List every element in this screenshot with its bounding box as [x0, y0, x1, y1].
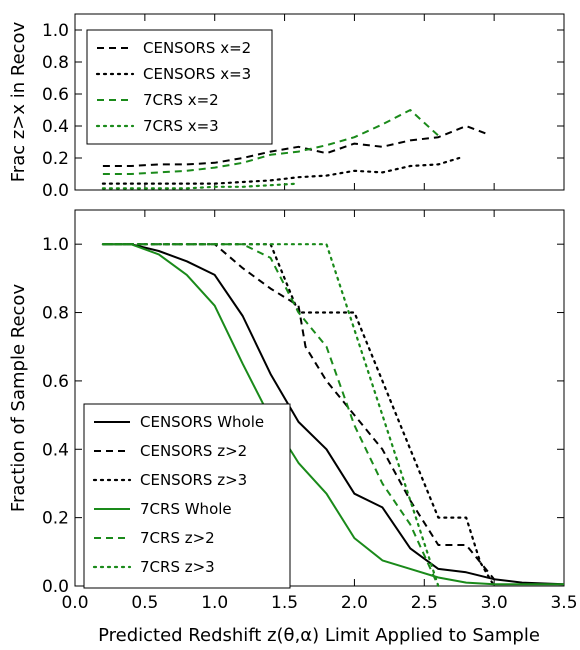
top-legend: CENSORS x=2 CENSORS x=3 7CRS x=2 7CRS x=3	[86, 29, 273, 145]
x-tick-label: 3.0	[481, 593, 508, 613]
bottom-series-line-5	[102, 243, 440, 587]
bottom-legend-label: CENSORS z>3	[140, 471, 247, 489]
x-tick-label: 2.0	[341, 593, 368, 613]
bottom-plot-frame	[74, 209, 565, 587]
bottom-legend-label: 7CRS Whole	[140, 500, 232, 518]
bottom-y-tick-label: 0.6	[42, 372, 69, 392]
x-tick-label: 0.5	[131, 593, 158, 613]
bottom-legend-label: CENSORS Whole	[140, 413, 264, 431]
bottom-y-ticks: 0.0 0.2 0.4 0.6 0.8 1.0	[42, 235, 564, 597]
top-legend-label: 7CRS x=3	[143, 117, 219, 135]
x-tick-label: 2.5	[411, 593, 438, 613]
bottom-y-tick-label: 0.4	[42, 440, 69, 460]
top-legend-label: CENSORS x=3	[143, 65, 251, 83]
top-legend-label: 7CRS x=2	[143, 91, 219, 109]
bottom-series-line-6	[101, 243, 440, 588]
top-series-group	[101, 109, 488, 190]
top-series-line-1	[102, 125, 488, 167]
x-axis-title: Predicted Redshift z(θ,α) Limit Applied …	[98, 625, 540, 646]
bottom-series-line-1	[102, 243, 565, 586]
top-y-tick-label: 0.2	[42, 149, 69, 169]
top-series-line-3	[102, 109, 439, 175]
top-y-tick-label: 0.8	[42, 53, 69, 73]
top-series-line-4	[101, 182, 300, 190]
bottom-y-tick-label: 1.0	[42, 235, 69, 255]
top-plot-frame	[74, 13, 565, 191]
bottom-panel: 0.0 0.2 0.4 0.6 0.8 1.0 0.0 0.5 1.0 1.5 2.0 2.5 3.0…	[8, 209, 578, 646]
bottom-series-line-2	[102, 243, 495, 580]
bottom-series-group	[101, 243, 565, 588]
top-y-ticks: 0.0 0.2 0.4 0.6 0.8 1.0	[42, 21, 564, 201]
top-y-axis-title: Frac z>x in Recov	[8, 21, 29, 182]
bottom-legend-label: 7CRS z>2	[140, 529, 215, 547]
bottom-legend: CENSORS Whole CENSORS z>2 CENSORS z>3 7CRS …	[83, 403, 291, 589]
bottom-legend-label: 7CRS z>3	[140, 558, 215, 576]
top-y-tick-label: 0.4	[42, 117, 69, 137]
top-y-tick-label: 0.0	[42, 181, 69, 201]
top-y-tick-label: 1.0	[42, 21, 69, 41]
x-tick-label: 1.0	[201, 593, 228, 613]
bottom-y-axis-title: Fraction of Sample Recov	[8, 284, 29, 513]
x-tick-label: 1.5	[271, 593, 298, 613]
x-tick-label: 3.5	[550, 593, 577, 613]
bottom-legend-label: CENSORS z>2	[140, 442, 247, 460]
bottom-x-ticks: 0.0 0.5 1.0 1.5 2.0 2.5 3.0 3.5	[61, 210, 578, 613]
x-tick-label: 0.0	[61, 593, 88, 613]
bottom-y-tick-label: 0.8	[42, 304, 69, 324]
bottom-y-tick-label: 0.0	[42, 577, 69, 597]
bottom-legend-box	[83, 403, 291, 589]
top-y-tick-label: 0.6	[42, 85, 69, 105]
top-series-line-2	[101, 156, 461, 185]
top-legend-label: CENSORS x=2	[143, 39, 251, 57]
bottom-series-line-4	[102, 243, 564, 586]
bottom-y-tick-label: 0.2	[42, 509, 69, 529]
